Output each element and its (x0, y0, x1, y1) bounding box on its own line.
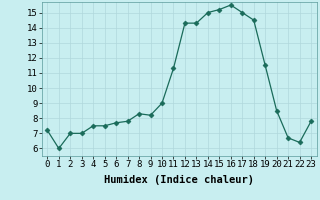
X-axis label: Humidex (Indice chaleur): Humidex (Indice chaleur) (104, 175, 254, 185)
